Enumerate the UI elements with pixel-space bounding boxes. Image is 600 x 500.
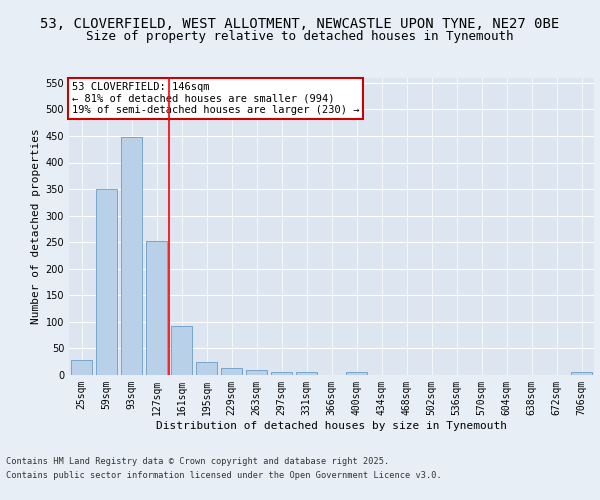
Text: Contains HM Land Registry data © Crown copyright and database right 2025.: Contains HM Land Registry data © Crown c…	[6, 458, 389, 466]
Bar	[346, 372, 367, 375]
X-axis label: Distribution of detached houses by size in Tynemouth: Distribution of detached houses by size …	[156, 420, 507, 430]
Bar	[71, 360, 92, 375]
Bar	[271, 372, 292, 375]
Y-axis label: Number of detached properties: Number of detached properties	[31, 128, 41, 324]
Text: 53 CLOVERFIELD: 146sqm
← 81% of detached houses are smaller (994)
19% of semi-de: 53 CLOVERFIELD: 146sqm ← 81% of detached…	[71, 82, 359, 115]
Bar	[571, 372, 592, 375]
Bar	[96, 189, 117, 375]
Bar	[221, 368, 242, 375]
Text: Size of property relative to detached houses in Tynemouth: Size of property relative to detached ho…	[86, 30, 514, 43]
Bar	[171, 326, 192, 375]
Bar	[296, 372, 317, 375]
Bar	[121, 137, 142, 375]
Bar	[146, 241, 167, 375]
Text: 53, CLOVERFIELD, WEST ALLOTMENT, NEWCASTLE UPON TYNE, NE27 0BE: 53, CLOVERFIELD, WEST ALLOTMENT, NEWCAST…	[40, 18, 560, 32]
Bar	[196, 362, 217, 375]
Bar	[246, 370, 267, 375]
Text: Contains public sector information licensed under the Open Government Licence v3: Contains public sector information licen…	[6, 471, 442, 480]
